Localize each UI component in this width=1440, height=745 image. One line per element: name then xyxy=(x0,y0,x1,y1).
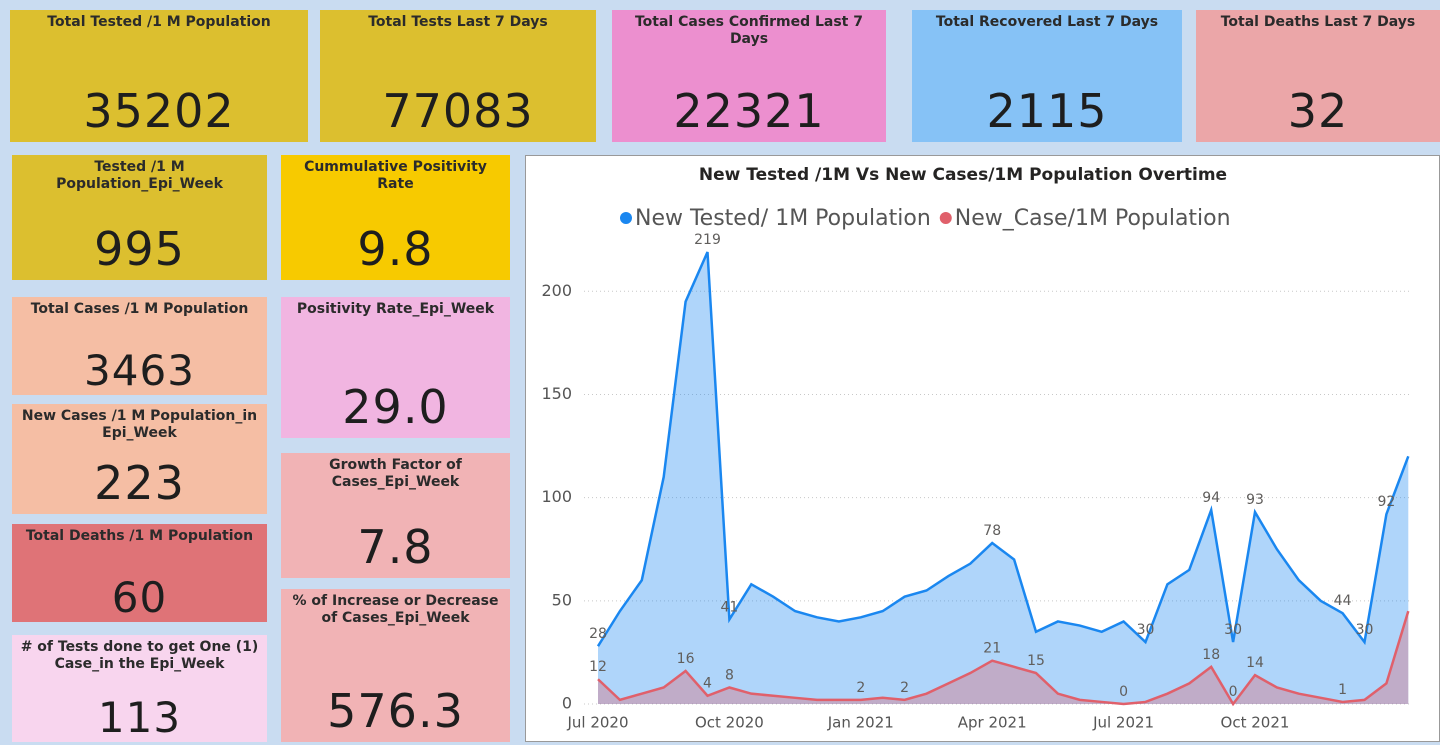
data-label: 92 xyxy=(1377,494,1395,510)
area xyxy=(598,252,1409,704)
legend-label: New_Case/1M Population xyxy=(955,206,1231,231)
kpi-card: New Cases /1 M Population_in Epi_Week 223 xyxy=(12,404,267,514)
kpi-card: Positivity Rate_Epi_Week 29.0 xyxy=(281,297,510,438)
x-tick-label: Jul 2020 xyxy=(566,714,628,732)
data-label: 30 xyxy=(1137,622,1155,638)
y-tick-label: 150 xyxy=(541,384,572,403)
kpi-value: 3463 xyxy=(84,346,195,395)
data-label: 30 xyxy=(1224,622,1242,638)
data-label: 94 xyxy=(1202,490,1220,506)
kpi-card: Total Recovered Last 7 Days 2115 xyxy=(912,10,1182,142)
x-tick-label: Oct 2020 xyxy=(695,714,764,732)
legend-label: New Tested/ 1M Population xyxy=(635,206,931,231)
kpi-value: 223 xyxy=(94,456,185,510)
kpi-value: 995 xyxy=(94,222,185,276)
data-label: 4 xyxy=(703,676,712,692)
kpi-card: Total Cases /1 M Population 3463 xyxy=(12,297,267,395)
data-label: 44 xyxy=(1334,593,1352,609)
data-label: 15 xyxy=(1027,653,1045,669)
kpi-card: Total Cases Confirmed Last 7 Days 22321 xyxy=(612,10,886,142)
y-tick-label: 50 xyxy=(552,590,572,609)
kpi-card: Growth Factor of Cases_Epi_Week 7.8 xyxy=(281,453,510,578)
kpi-value: 60 xyxy=(111,573,168,622)
kpi-card: Total Tests Last 7 Days 77083 xyxy=(320,10,596,142)
data-label: 14 xyxy=(1246,655,1264,671)
data-label: 8 xyxy=(725,667,734,683)
line xyxy=(597,610,1410,707)
line xyxy=(596,251,1410,647)
data-label: 78 xyxy=(983,523,1001,539)
legend-marker xyxy=(939,212,952,224)
kpi-value: 22321 xyxy=(673,84,825,138)
kpi-card: Tested /1 M Population_Epi_Week 995 xyxy=(12,155,267,280)
data-label: 219 xyxy=(694,232,721,248)
data-label: 1 xyxy=(1338,682,1347,698)
data-label: 30 xyxy=(1356,622,1374,638)
kpi-value: 32 xyxy=(1287,84,1349,138)
kpi-value: 2115 xyxy=(986,84,1108,138)
kpi-card: # of Tests done to get One (1) Case_in t… xyxy=(12,635,267,742)
kpi-title: Positivity Rate_Epi_Week xyxy=(296,301,495,317)
legend-marker xyxy=(620,212,632,224)
kpi-title: Total Deaths /1 M Population xyxy=(25,528,254,544)
kpi-card: % of Increase or Decrease of Cases_Epi_W… xyxy=(281,589,510,742)
data-label: 2 xyxy=(856,680,865,696)
kpi-title: Total Recovered Last 7 Days xyxy=(935,14,1159,30)
kpi-title: Total Tested /1 M Population xyxy=(47,14,271,30)
kpi-title: Cummulative Positivity Rate xyxy=(304,159,487,192)
data-label: 41 xyxy=(720,599,738,615)
kpi-value: 7.8 xyxy=(357,520,434,574)
data-label: 0 xyxy=(1229,684,1238,700)
kpi-value: 35202 xyxy=(83,84,235,138)
data-label: 16 xyxy=(677,651,695,667)
data-label: 21 xyxy=(983,641,1001,657)
data-label: 28 xyxy=(589,626,607,642)
kpi-title: Tested /1 M Population_Epi_Week xyxy=(56,159,223,192)
kpi-value: 77083 xyxy=(382,84,534,138)
chart-title: New Tested /1M Vs New Cases/1M Populatio… xyxy=(699,165,1227,185)
kpi-title: # of Tests done to get One (1) Case_in t… xyxy=(20,639,259,672)
kpi-value: 29.0 xyxy=(342,380,449,434)
kpi-title: Total Cases /1 M Population xyxy=(30,301,249,317)
x-tick-label: Apr 2021 xyxy=(958,714,1027,732)
kpi-title: Total Cases Confirmed Last 7 Days xyxy=(634,14,863,47)
kpi-title: New Cases /1 M Population_in Epi_Week xyxy=(21,408,258,441)
data-label: 12 xyxy=(589,659,607,675)
kpi-card: Total Deaths /1 M Population 60 xyxy=(12,524,267,622)
area xyxy=(598,611,1409,704)
x-tick-label: Oct 2021 xyxy=(1221,714,1290,732)
kpi-card: Cummulative Positivity Rate 9.8 xyxy=(281,155,510,280)
kpi-card: Total Tested /1 M Population 35202 xyxy=(10,10,308,142)
data-label: 2 xyxy=(900,680,909,696)
data-label: 0 xyxy=(1119,684,1128,700)
kpi-title: % of Increase or Decrease of Cases_Epi_W… xyxy=(292,593,499,626)
kpi-value: 576.3 xyxy=(327,684,464,738)
kpi-title: Growth Factor of Cases_Epi_Week xyxy=(329,457,462,490)
y-tick-label: 0 xyxy=(562,694,572,713)
y-tick-label: 200 xyxy=(541,281,572,300)
kpi-title: Total Tests Last 7 Days xyxy=(368,14,548,30)
kpi-value: 9.8 xyxy=(357,222,434,276)
x-tick-label: Jan 2021 xyxy=(827,714,894,732)
chart-panel: New Tested /1M Vs New Cases/1M Populatio… xyxy=(525,155,1440,742)
y-tick-label: 100 xyxy=(541,487,572,506)
data-label: 93 xyxy=(1246,492,1264,508)
chart: New Tested /1M Vs New Cases/1M Populatio… xyxy=(541,165,1411,732)
kpi-title: Total Deaths Last 7 Days xyxy=(1220,14,1416,30)
kpi-card: Total Deaths Last 7 Days 32 xyxy=(1196,10,1440,142)
kpi-value: 113 xyxy=(97,693,182,742)
data-label: 18 xyxy=(1202,647,1220,663)
x-tick-label: Jul 2021 xyxy=(1092,714,1154,732)
